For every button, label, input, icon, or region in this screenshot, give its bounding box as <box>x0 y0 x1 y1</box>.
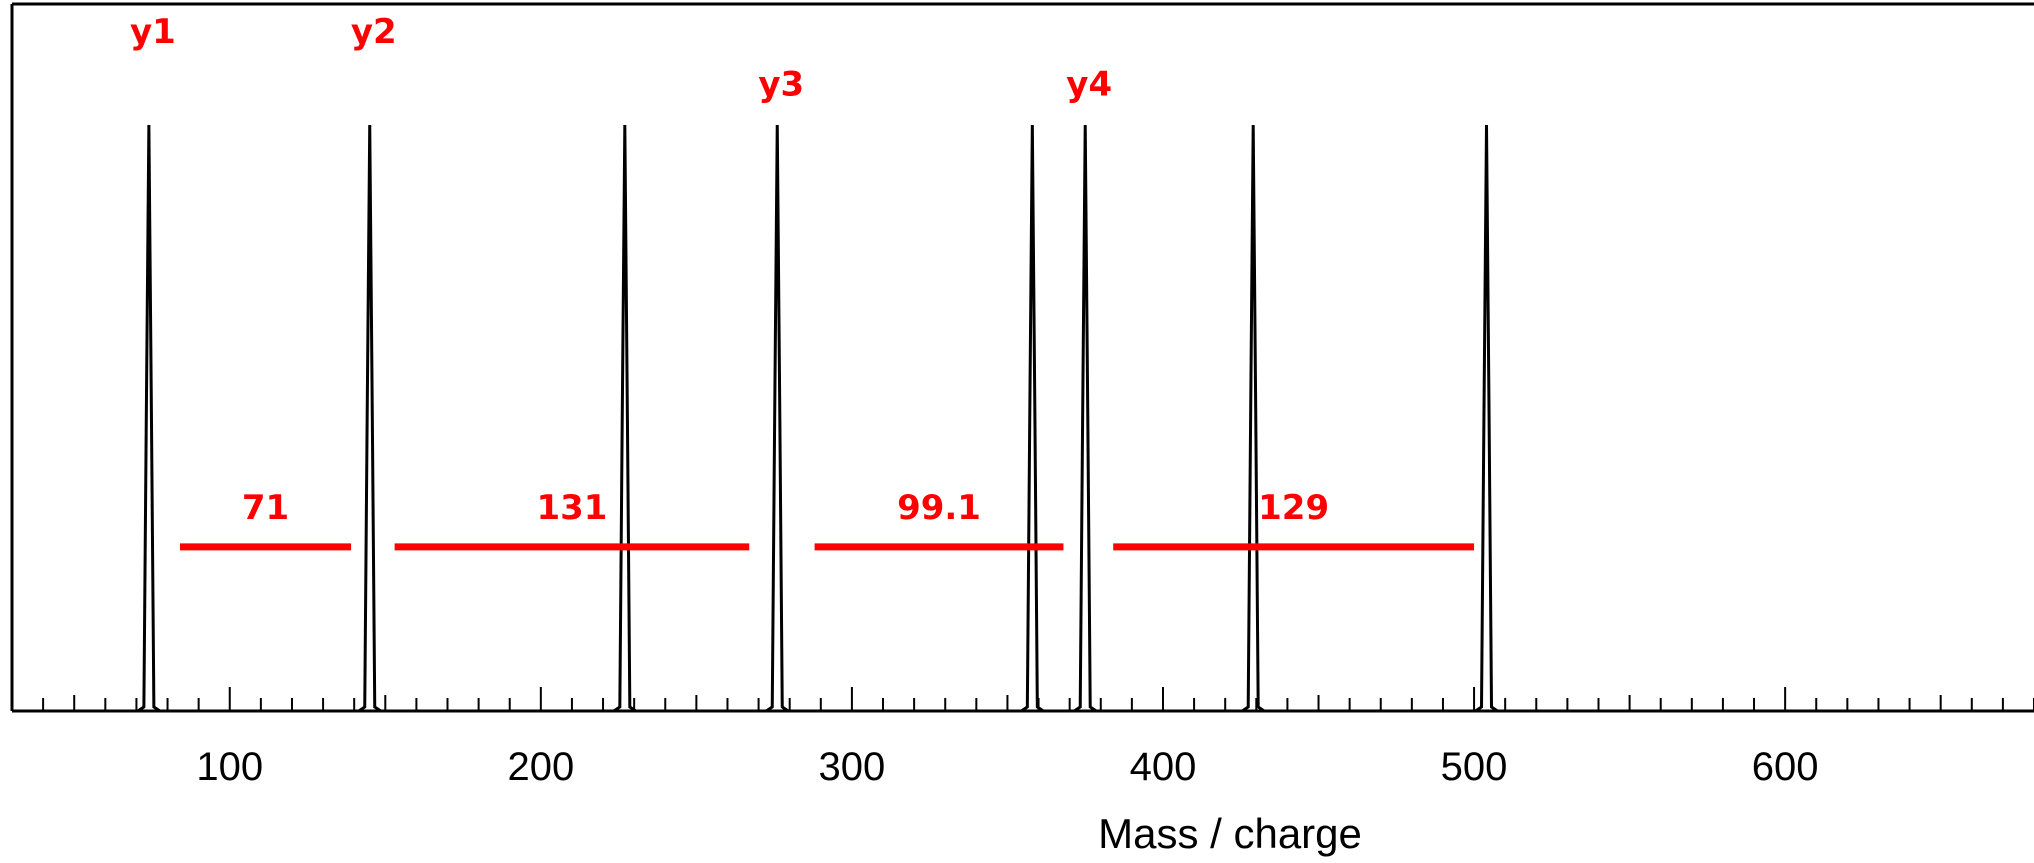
peak-label: y3 <box>758 65 804 105</box>
peak-label: y1 <box>130 12 176 52</box>
x-tick-label: 400 <box>1130 745 1197 789</box>
spectrum-peak <box>357 124 382 713</box>
spectrum-peak <box>137 124 161 713</box>
peak-label: y2 <box>351 12 397 52</box>
mass-difference-label: 99.1 <box>897 488 981 528</box>
spectrum-peak <box>1020 124 1045 713</box>
mass-difference-bars: 71 131 99.1 129 <box>179 488 1475 551</box>
x-tick-label: 600 <box>1752 745 1819 789</box>
spectrum-peak <box>1474 124 1499 713</box>
x-axis-ticks: 100 200 300 400 500 600 <box>11 687 2034 789</box>
mass-difference-label: 131 <box>536 488 607 528</box>
peak-labels: y1 y2 y3 y4 <box>130 12 1112 105</box>
spectrum-peak <box>612 124 637 713</box>
x-tick-label: 200 <box>507 745 574 789</box>
x-tick-label: 300 <box>819 745 886 789</box>
mass-difference-label: 71 <box>242 488 289 528</box>
peak-label: y4 <box>1066 65 1112 105</box>
x-tick-label: 500 <box>1441 745 1508 789</box>
x-tick-label: 100 <box>196 745 263 789</box>
spectrum-peak <box>1241 124 1266 713</box>
spectrum-peak <box>765 124 790 713</box>
x-axis-title: Mass / charge <box>1098 810 1362 857</box>
plot-frame <box>10 2 2034 713</box>
spectrum-peaks <box>137 124 1499 713</box>
mass-difference-label: 129 <box>1258 488 1329 528</box>
spectrum-peak <box>1073 124 1098 713</box>
